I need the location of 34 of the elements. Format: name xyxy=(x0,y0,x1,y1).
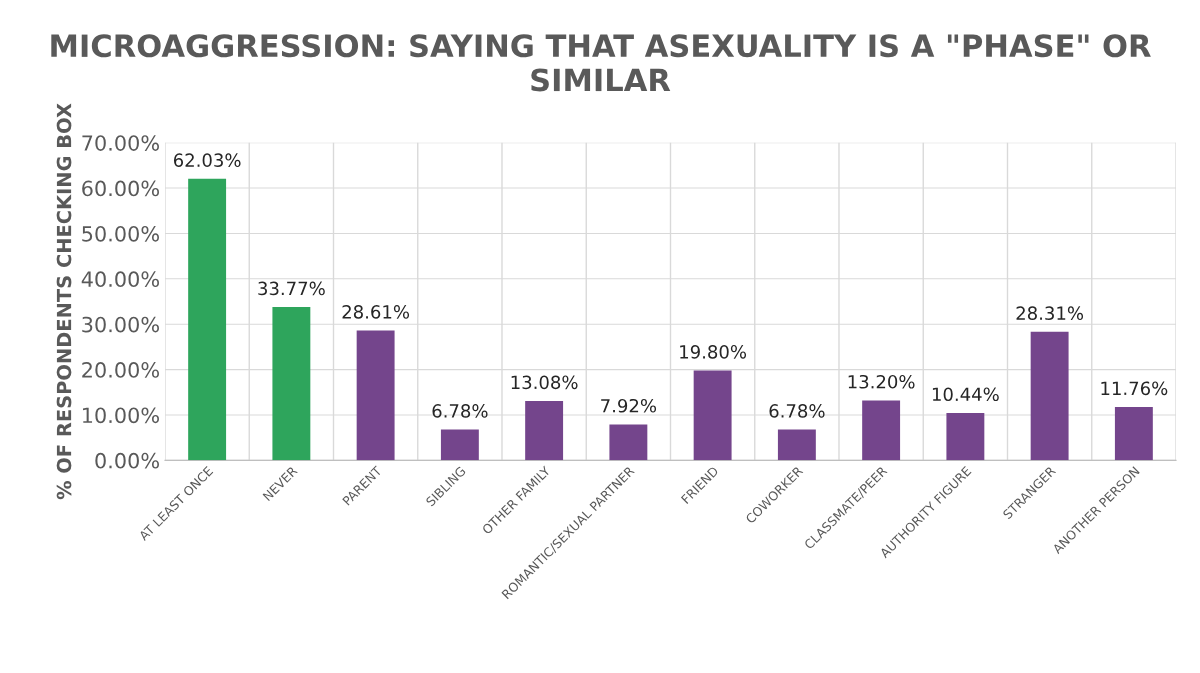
bar xyxy=(356,330,395,461)
bar xyxy=(1030,331,1069,461)
bar xyxy=(862,400,901,461)
data-label: 7.92% xyxy=(601,398,657,413)
bar xyxy=(525,400,564,461)
data-label: 62.03% xyxy=(173,153,241,168)
data-label: 13.20% xyxy=(848,374,915,389)
data-label: 10.44% xyxy=(932,387,999,402)
chart-title: MICROAGGRESSION: SAYING THAT ASEXUALITY IS A "PHASE" OR SIMILAR xyxy=(51,34,1151,92)
data-label: 19.80% xyxy=(680,344,747,359)
y-tick-label: 40.00% xyxy=(81,271,159,288)
bar xyxy=(777,429,816,461)
data-label: 28.31% xyxy=(1016,306,1084,321)
y-tick-label: 60.00% xyxy=(82,180,159,197)
data-label: 11.76% xyxy=(1101,381,1168,396)
y-tick-label: 30.00% xyxy=(82,316,159,333)
data-label: 28.61% xyxy=(342,305,410,319)
bar xyxy=(693,370,732,461)
bar xyxy=(1114,406,1153,461)
y-tick-label: 10.00% xyxy=(82,407,159,424)
y-tick-label: 20.00% xyxy=(82,362,159,378)
bar xyxy=(946,412,985,461)
y-tick-label: 0.00% xyxy=(95,452,159,469)
y-tick-label: 70.00% xyxy=(82,135,159,151)
y-tick-label: 50.00% xyxy=(82,225,159,242)
bar xyxy=(188,178,227,461)
y-axis-title: % OF RESPONDENTS CHECKING BOX xyxy=(56,103,72,500)
data-label: 6.78% xyxy=(769,404,825,418)
data-label: 33.77% xyxy=(258,281,325,296)
bar xyxy=(440,429,479,461)
data-label: 13.08% xyxy=(511,375,578,390)
bar xyxy=(272,307,311,461)
data-label: 6.78% xyxy=(432,404,488,418)
bar xyxy=(609,424,648,461)
